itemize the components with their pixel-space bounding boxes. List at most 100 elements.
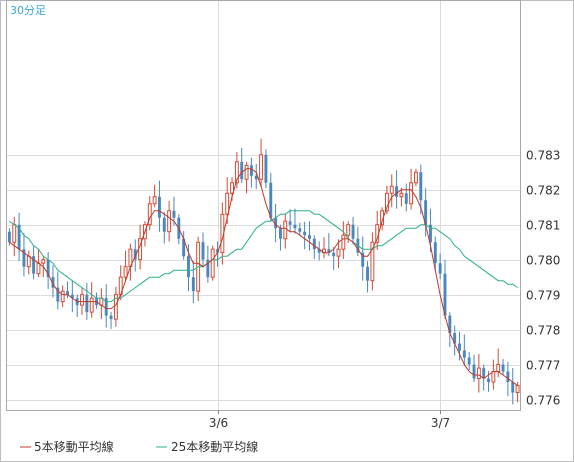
candle-body-up [370,241,375,282]
candle-body-up [283,220,288,240]
candle-body-down [429,224,432,243]
candle-body-down [395,186,399,197]
candle-body-up [413,171,418,184]
candle-body-up [210,248,215,278]
candle-body-down [187,256,190,278]
candle-body-up [341,234,346,250]
candle-body-down [482,368,486,379]
legend-label-ma5: 5本移動平均線 [34,439,114,454]
candle-body-up [234,161,239,184]
candle-body-down [46,259,50,278]
candle-body-down [206,259,210,278]
candle-body-down [56,287,60,302]
candle-body-down [351,224,355,239]
candle-body-down [501,364,505,372]
candle-body-down [172,210,176,218]
candle-body-down [424,200,428,225]
candle-body-down [332,252,336,257]
y-tick-label: 0.780 [526,254,560,268]
y-tick-label: 0.778 [526,324,560,338]
candle-body-down [448,315,452,334]
candle-body-up [515,385,520,394]
candle-body-up [167,210,172,233]
x-axis: 3/6 3/7 [209,410,450,430]
candle-body-down [17,224,21,250]
candle-body-down [162,217,166,232]
moving-average-lines [9,168,518,386]
y-tick-label: 0.781 [526,219,560,233]
candle-body-down [249,165,253,176]
candle-body-down [361,252,365,267]
candle-body-down [51,277,55,288]
candle-body-up [41,259,46,264]
candle-body-down [254,175,258,180]
candle-body-up [496,364,501,373]
candle-body-down [312,238,316,250]
candle-body-up [225,192,230,215]
candle-body-down [506,371,510,383]
y-tick-label: 0.783 [526,149,560,163]
y-tick-label: 0.782 [526,184,560,198]
candle-body-up [147,203,152,226]
candle-body-down [453,333,457,344]
candle-body-down [191,277,195,292]
candle-body-up [26,255,31,268]
candle-body-down [182,238,186,257]
candle-body-down [22,249,26,267]
candle-body-up [476,367,481,380]
candle-body-up [244,164,249,180]
y-tick-label: 0.777 [526,359,560,373]
candle-body-down [303,231,307,236]
candle-body-down [157,196,161,218]
candle-body-up [409,182,414,205]
candle-body-down [317,249,321,253]
candle-body-down [443,273,447,316]
candle-body-up [230,182,234,194]
legend-label-ma25: 25本移動平均線 [171,439,258,454]
candle-body-down [32,256,36,274]
candle-body-down [511,382,515,393]
legend: 5本移動平均線 25本移動平均線 [20,439,258,454]
plot-area [6,0,521,411]
y-axis: 0.776 0.777 0.778 0.779 0.780 0.781 0.782 0.783 [526,149,560,408]
candle-body-down [293,224,297,229]
candle-body-down [85,294,89,313]
candle-body-down [133,249,137,260]
candle-body-down [298,228,302,232]
candle-body-down [467,357,471,365]
candle-body-down [438,263,442,274]
candle-body-up [346,224,351,236]
candle-body-down [104,298,108,316]
candle-body-down [462,350,466,358]
candle-body-down [70,294,74,299]
grid [7,1,520,410]
candle-body-up [60,290,65,303]
candle-body-down [472,364,476,379]
candle-body-down [274,217,278,229]
candles [7,138,520,405]
candle-body-down [201,242,205,260]
y-tick-label: 0.776 [526,394,560,408]
candle-body-down [458,343,461,351]
x-tick-label: 3/7 [431,416,450,430]
x-tick-label: 3/6 [209,416,228,430]
candle-body-up [80,294,84,306]
candle-body-down [288,221,292,225]
candle-body-down [404,193,408,204]
candle-body-up [384,192,389,212]
candle-body-down [216,249,219,253]
candle-body-up [89,297,94,313]
candle-body-down [327,249,331,253]
candle-body-up [491,371,496,383]
candle-body-down [487,378,490,383]
candle-body-down [240,161,244,180]
ma5-line [9,168,518,386]
candle-body-down [269,182,273,218]
candle-body-up [123,266,128,278]
candle-body-up [36,262,41,275]
candle-body-up [152,196,157,205]
candle-body-up [336,248,341,257]
candle-body-down [264,154,268,183]
candle-body-up [113,294,118,320]
candle-body-down [308,235,311,239]
